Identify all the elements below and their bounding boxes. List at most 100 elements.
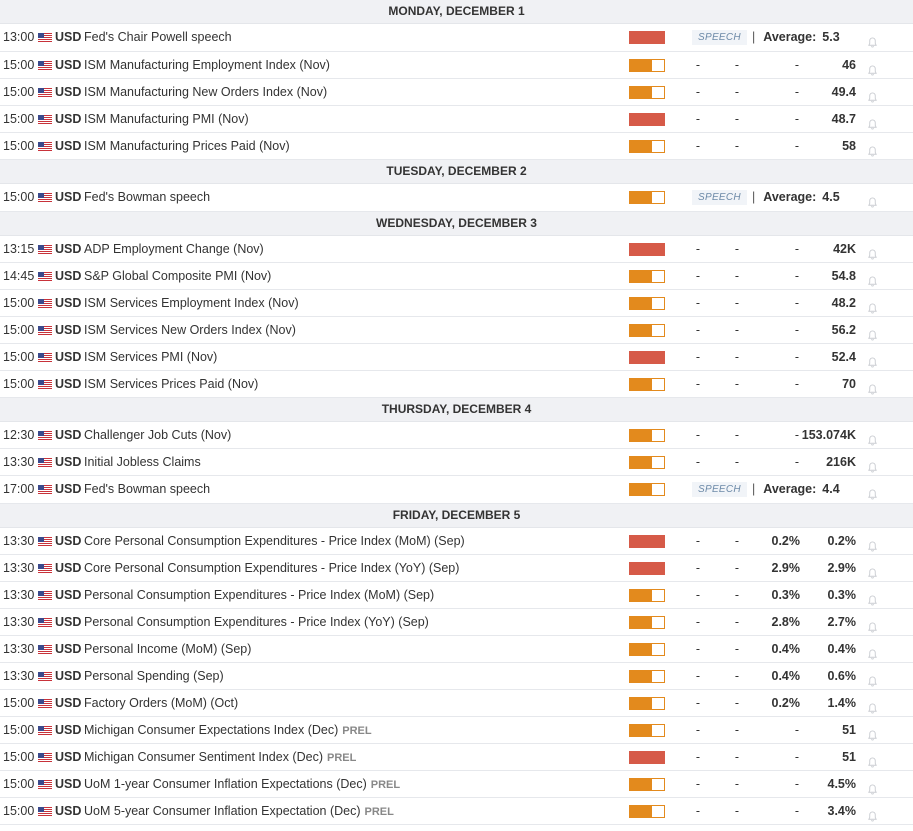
bell-icon[interactable] [867,429,878,446]
event-row[interactable]: 15:00 USD ISM Manufacturing New Orders Ind… [0,79,913,106]
event-row[interactable]: 15:00 USD Michigan Consumer Expectations I… [0,717,913,744]
event-name[interactable]: Personal Income (MoM) (Sep) [84,636,251,662]
event-name[interactable]: Fed's Chair Powell speech [84,24,232,51]
event-name[interactable]: ISM Manufacturing New Orders Index (Nov) [84,79,327,105]
event-name[interactable]: Challenger Job Cuts (Nov) [84,422,231,448]
previous-value: 48.2 [831,296,856,310]
event-name[interactable]: ISM Services PMI (Nov) [84,344,217,370]
bell-icon[interactable] [867,31,878,48]
bell-icon[interactable] [867,670,878,687]
event-row[interactable]: 13:00 USD Fed's Chair Powell speech SPEECH |… [0,24,913,52]
impact-indicator-medium [629,456,665,469]
event-row[interactable]: 15:00 USD Factory Orders (MoM) (Oct) - - 0.2%… [0,690,913,717]
bell-icon[interactable] [867,751,878,768]
event-name[interactable]: Core Personal Consumption Expenditures -… [84,555,459,581]
bell-icon[interactable] [867,324,878,341]
consensus-value: 0.4% [771,669,801,683]
event-time: 15:00 [3,750,35,764]
event-row[interactable]: 12:30 USD Challenger Job Cuts (Nov) - - -153.… [0,422,913,449]
deviation-value: - [734,112,740,126]
currency-label: USD [55,269,82,283]
event-row[interactable]: 15:00 USD ISM Services Prices Paid (Nov) - -… [0,371,913,398]
event-row[interactable]: 13:30 USD Initial Jobless Claims - - - 216K [0,449,913,476]
event-name[interactable]: Michigan Consumer Sentiment Index (Dec) P… [84,744,356,771]
event-name[interactable]: ISM Services New Orders Index (Nov) [84,317,296,343]
event-name[interactable]: ISM Manufacturing PMI (Nov) [84,106,249,132]
bell-icon[interactable] [867,697,878,714]
event-row[interactable]: 15:00 USD ISM Manufacturing Prices Paid (N… [0,133,913,160]
event-name[interactable]: Michigan Consumer Expectations Index (De… [84,717,372,744]
prel-badge: PREL [342,725,372,737]
event-name[interactable]: Fed's Bowman speech [84,476,210,503]
event-name-text: ISM Manufacturing PMI (Nov) [84,112,249,126]
event-row[interactable]: 14:45 USD S&P Global Composite PMI (Nov) - -… [0,263,913,290]
event-row[interactable]: 13:30 USD Personal Consumption Expenditure… [0,582,913,609]
actual-value: - [695,777,701,791]
bell-icon[interactable] [867,378,878,395]
event-row[interactable]: 15:00 USD Michigan Consumer Sentiment Inde… [0,744,913,771]
bell-icon[interactable] [867,140,878,157]
bell-icon[interactable] [867,778,878,795]
bell-icon[interactable] [867,562,878,579]
bell-icon[interactable] [867,805,878,822]
event-time: 15:00 [3,696,35,710]
event-name[interactable]: UoM 1-year Consumer Inflation Expectatio… [84,771,400,798]
event-row[interactable]: 13:30 USD Core Personal Consumption Expend… [0,528,913,555]
bell-icon[interactable] [867,616,878,633]
currency-label: USD [55,377,82,391]
event-row[interactable]: 15:00 USD ISM Services New Orders Index (N… [0,317,913,344]
event-name-text: ISM Manufacturing New Orders Index (Nov) [84,85,328,99]
event-row[interactable]: 15:00 USD ISM Services PMI (Nov) - - - 52.4 [0,344,913,371]
bell-icon[interactable] [867,483,878,500]
event-time: 15:00 [3,804,35,818]
event-row[interactable]: 15:00 USD UoM 1-year Consumer Inflation Ex… [0,771,913,798]
bell-icon[interactable] [867,351,878,368]
bell-icon[interactable] [867,86,878,103]
bell-icon[interactable] [867,297,878,314]
bell-icon[interactable] [867,113,878,130]
bell-icon[interactable] [867,243,878,260]
bell-icon[interactable] [867,643,878,660]
event-row[interactable]: 13:30 USD Personal Income (MoM) (Sep) - - 0.4… [0,636,913,663]
event-name[interactable]: Personal Spending (Sep) [84,663,224,689]
event-name[interactable]: ISM Services Employment Index (Nov) [84,290,299,316]
event-name[interactable]: S&P Global Composite PMI (Nov) [84,263,271,289]
event-name[interactable]: ADP Employment Change (Nov) [84,236,264,262]
currency-label: USD [55,112,82,126]
bell-icon[interactable] [867,456,878,473]
event-name[interactable]: Initial Jobless Claims [84,449,201,475]
event-name-text: Fed's Chair Powell speech [84,30,232,44]
consensus-value: - [794,377,799,391]
bell-icon[interactable] [867,724,878,741]
event-name[interactable]: UoM 5-year Consumer Inflation Expectatio… [84,798,394,825]
previous-value: 70 [842,377,856,391]
bell-icon[interactable] [867,59,878,76]
event-name[interactable]: ISM Manufacturing Employment Index (Nov) [84,52,330,78]
event-name[interactable]: Personal Consumption Expenditures - Pric… [84,609,429,635]
event-row[interactable]: 15:00 USD UoM 5-year Consumer Inflation Ex… [0,798,913,825]
event-name[interactable]: ISM Manufacturing Prices Paid (Nov) [84,133,290,159]
bell-icon[interactable] [867,191,878,208]
event-name[interactable]: Fed's Bowman speech [84,184,210,211]
impact-indicator-medium [629,429,665,442]
bell-icon[interactable] [867,589,878,606]
event-row[interactable]: 13:30 USD Personal Consumption Expenditure… [0,609,913,636]
event-row[interactable]: 13:30 USD Core Personal Consumption Expend… [0,555,913,582]
event-row[interactable]: 15:00 USD ISM Manufacturing Employment Ind… [0,52,913,79]
event-row[interactable]: 13:15 USD ADP Employment Change (Nov) - - - 42… [0,236,913,263]
event-row[interactable]: 15:00 USD ISM Services Employment Index (N… [0,290,913,317]
average-value: 4.4 [822,482,840,496]
bell-icon[interactable] [867,535,878,552]
us-flag-icon [38,33,52,42]
us-flag-icon [38,699,52,708]
event-row[interactable]: 13:30 USD Personal Spending (Sep) - - 0.4% 0.6… [0,663,913,690]
currency-label: USD [55,561,82,575]
event-name[interactable]: Core Personal Consumption Expenditures -… [84,528,465,554]
event-name[interactable]: ISM Services Prices Paid (Nov) [84,371,258,397]
bell-icon[interactable] [867,270,878,287]
event-row[interactable]: 15:00 USD ISM Manufacturing PMI (Nov) - - - 48… [0,106,913,133]
event-name[interactable]: Factory Orders (MoM) (Oct) [84,690,238,716]
event-row[interactable]: 15:00 USD Fed's Bowman speech SPEECH | Averag… [0,184,913,212]
event-row[interactable]: 17:00 USD Fed's Bowman speech SPEECH | Averag… [0,476,913,504]
event-name[interactable]: Personal Consumption Expenditures - Pric… [84,582,434,608]
